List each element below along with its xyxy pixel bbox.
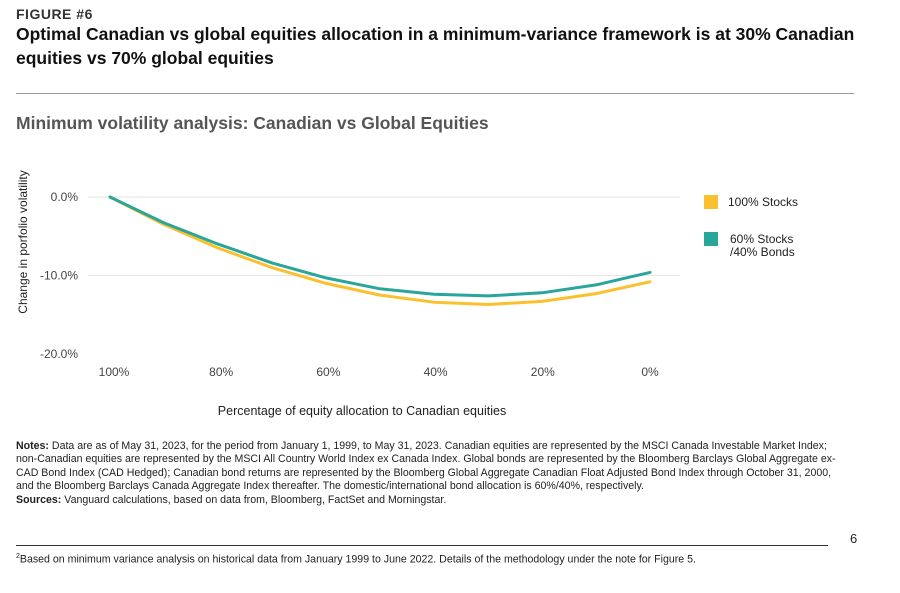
y-tick-label: 0.0%	[51, 190, 79, 204]
notes-text: Data are as of May 31, 2023, for the per…	[16, 440, 836, 493]
top-divider	[16, 93, 854, 94]
legend-label-100-stocks: 100% Stocks	[728, 195, 799, 209]
notes-label: Notes:	[16, 440, 49, 452]
footnote-text: Based on minimum variance analysis on hi…	[19, 553, 696, 566]
notes-paragraph: Notes: Data are as of May 31, 2023, for …	[16, 440, 836, 494]
legend-swatch-60-40	[704, 232, 718, 246]
figure-label: FIGURE #6	[16, 6, 93, 22]
x-tick-label: 80%	[209, 365, 233, 379]
legend-swatch-100-stocks	[704, 195, 718, 209]
page-number: 6	[850, 531, 858, 546]
volatility-line-chart: 0.0% -10.0% -20.0% 100% 80% 60% 40% 20% 0% Percen…	[16, 170, 680, 418]
legend-label-60-40: 60% Stocks /40% Bonds	[730, 233, 795, 259]
x-tick-label: 60%	[316, 365, 340, 379]
x-tick-label: 0%	[641, 365, 659, 379]
sources-label: Sources:	[16, 493, 62, 506]
footnote-marker: 2	[16, 553, 20, 560]
notes-block: Notes: Data are as of May 31, 2023, for …	[16, 440, 836, 507]
figure-title: Optimal Canadian vs global equities allo…	[16, 24, 855, 68]
series-line-60-40	[108, 195, 652, 298]
sources-paragraph: Sources: Vanguard calculations, based on…	[16, 494, 836, 507]
x-tick-label: 100%	[99, 365, 130, 379]
x-tick-label: 20%	[531, 365, 555, 379]
legend-label-60-40-line1: 60% Stocks	[730, 232, 794, 246]
sources-text: Vanguard calculations, based on data fro…	[61, 493, 447, 506]
y-tick-label: -10.0%	[40, 269, 78, 283]
chart-title: Minimum volatility analysis: Canadian vs…	[16, 113, 489, 133]
legend-label-60-40-line2: /40% Bonds	[730, 245, 795, 259]
footnote: 2Based on minimum variance analysis on h…	[16, 553, 836, 566]
footnote-divider	[16, 545, 828, 546]
y-axis-title: Change in porfolio volatility	[16, 170, 30, 313]
x-tick-label: 40%	[424, 365, 448, 379]
x-axis-title: Percentage of equity allocation to Canad…	[218, 404, 506, 418]
series-line-100-stocks	[108, 195, 652, 306]
y-tick-label: -20.0%	[40, 347, 78, 361]
